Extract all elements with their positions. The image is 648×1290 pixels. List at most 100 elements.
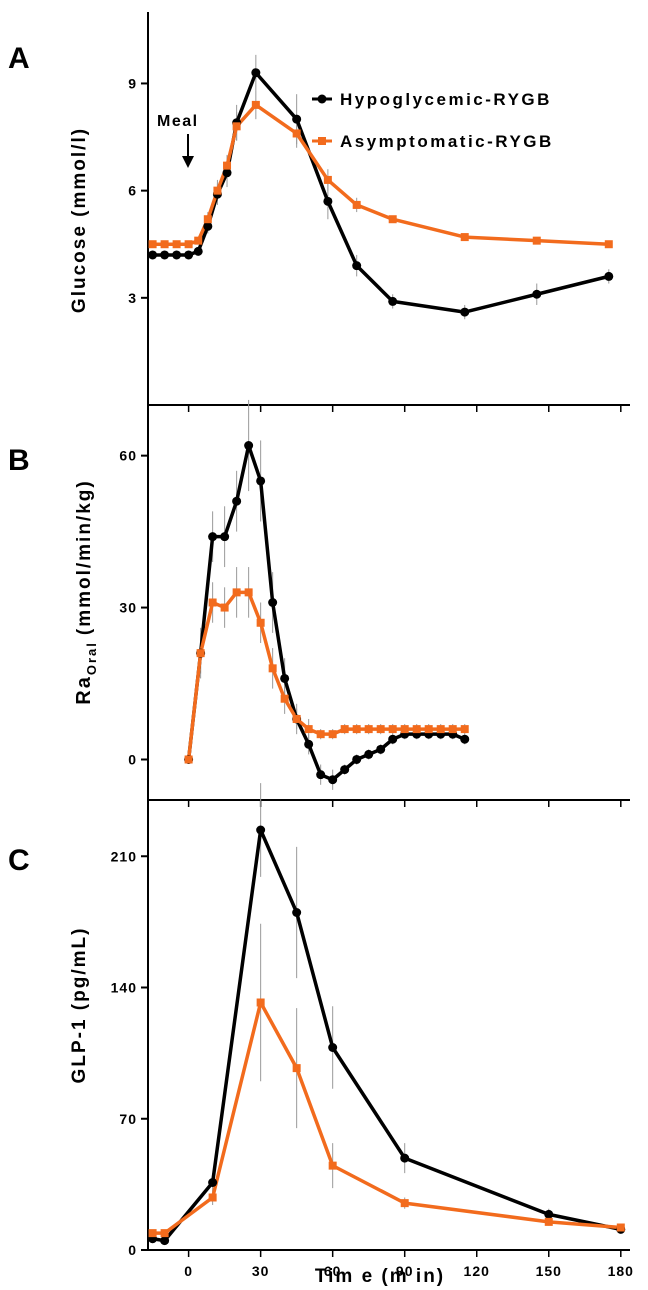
panel-c-glp1: C GLP-1 (pg/mL) 0 70 140 210 0 30 60 90 120 150 1… [8, 783, 634, 1279]
x-tick-label: 60 [324, 1263, 342, 1279]
data-point-asymptomatic [544, 1217, 553, 1226]
data-point-hypoglycemic [184, 250, 194, 260]
data-point-asymptomatic [292, 714, 301, 723]
legend-circle-marker-icon [317, 94, 327, 104]
data-point-hypoglycemic [364, 749, 374, 759]
data-point-asymptomatic [400, 725, 409, 734]
data-point-asymptomatic [256, 998, 265, 1007]
data-point-asymptomatic [460, 725, 469, 734]
data-point-hypoglycemic [604, 271, 614, 281]
data-point-asymptomatic [436, 725, 445, 734]
data-point-asymptomatic [196, 649, 205, 658]
data-point-asymptomatic [148, 240, 157, 249]
data-point-asymptomatic [244, 588, 253, 597]
legend-label-hypoglycemic: Hypoglycemic-RYGB [340, 90, 552, 109]
data-point-hypoglycemic [148, 250, 158, 260]
data-point-hypoglycemic [376, 744, 386, 754]
meal-annotation: Meal [157, 113, 199, 168]
markers-c [148, 825, 626, 1246]
data-point-asymptomatic [256, 618, 265, 627]
data-point-hypoglycemic [328, 1043, 338, 1052]
data-point-hypoglycemic [328, 775, 338, 785]
data-point-hypoglycemic [460, 307, 470, 317]
data-point-asymptomatic [364, 725, 373, 734]
data-point-asymptomatic [400, 1199, 409, 1208]
data-point-asymptomatic [352, 200, 361, 209]
data-point-hypoglycemic [251, 68, 261, 78]
x-tick-label: 90 [396, 1263, 414, 1279]
data-point-asymptomatic [160, 240, 169, 249]
y-axis-label-subscript: Oral [84, 641, 99, 675]
data-point-asymptomatic [184, 755, 193, 764]
data-point-asymptomatic [388, 725, 397, 734]
panel-letter-b: B [8, 444, 30, 477]
series-line-asymptomatic [152, 103, 609, 246]
data-point-hypoglycemic [352, 261, 362, 271]
data-point-hypoglycemic [222, 168, 232, 178]
legend-item-asymptomatic: Asymptomatic-RYGB [312, 132, 554, 151]
legend: Hypoglycemic-RYGB Asymptomatic-RYGB [312, 90, 554, 151]
data-point-asymptomatic [376, 725, 385, 734]
data-point-asymptomatic [328, 730, 337, 739]
data-point-asymptomatic [160, 1229, 169, 1238]
data-point-asymptomatic [424, 725, 433, 734]
data-point-hypoglycemic [388, 734, 398, 744]
data-point-asymptomatic [232, 588, 241, 597]
data-point-hypoglycemic [220, 532, 230, 542]
data-point-asymptomatic [220, 603, 229, 612]
y-tick-label: 60 [119, 448, 137, 464]
y-axis-label-glucose: Glucose (mmol/l) [69, 127, 90, 313]
data-point-asymptomatic [184, 240, 193, 249]
y-tick-label: 6 [128, 183, 137, 199]
data-point-hypoglycemic [280, 673, 290, 683]
data-point-asymptomatic [208, 598, 217, 607]
data-point-hypoglycemic [316, 770, 326, 780]
axes-c: 0 70 140 210 [111, 800, 630, 1258]
meal-label: Meal [157, 113, 199, 130]
data-point-hypoglycemic [532, 289, 542, 299]
y-tick-label: 3 [128, 290, 137, 306]
data-point-asymptomatic [604, 240, 613, 249]
data-point-asymptomatic [208, 1193, 217, 1202]
data-point-asymptomatic [448, 725, 457, 734]
data-point-hypoglycemic [160, 1236, 170, 1246]
panel-a-glucose: A Glucose (mmol/l) 3 6 9 [8, 12, 630, 412]
data-point-asymptomatic [213, 186, 222, 195]
data-point-hypoglycemic [304, 739, 314, 749]
data-point-asymptomatic [292, 1064, 301, 1073]
data-point-hypoglycemic [208, 1178, 218, 1187]
x-axis-label: Tim e (m in) [315, 1266, 445, 1287]
data-point-hypoglycemic [340, 765, 350, 775]
legend-label-asymptomatic: Asymptomatic-RYGB [340, 132, 554, 151]
y-tick-label: 140 [111, 980, 137, 996]
data-point-hypoglycemic [544, 1209, 554, 1219]
data-point-asymptomatic [268, 664, 277, 673]
y-axis-label-ra: Ra [73, 675, 95, 705]
y-axis-label-glp1: GLP-1 (pg/mL) [69, 927, 90, 1084]
data-point-hypoglycemic [160, 250, 170, 260]
data-point-hypoglycemic [292, 114, 302, 124]
series-line-hypoglycemic [152, 828, 622, 1243]
y-tick-label: 9 [128, 75, 137, 91]
data-point-asymptomatic [194, 236, 203, 245]
axes-a: 3 6 9 [128, 12, 630, 412]
data-point-asymptomatic [388, 215, 397, 224]
data-point-hypoglycemic [172, 250, 182, 260]
x-tick-label: 150 [536, 1263, 562, 1279]
panel-b-ra-oral: B RaOral (mmol/min/kg) 0 30 60 [8, 399, 630, 807]
data-point-asymptomatic [280, 694, 289, 703]
data-point-hypoglycemic [256, 476, 266, 486]
data-point-asymptomatic [223, 161, 232, 170]
data-point-asymptomatic [316, 730, 325, 739]
data-point-asymptomatic [412, 725, 421, 734]
data-point-asymptomatic [460, 233, 469, 242]
data-point-asymptomatic [340, 725, 349, 734]
data-point-asymptomatic [251, 100, 260, 109]
y-tick-label: 30 [119, 600, 137, 616]
data-point-asymptomatic [328, 1161, 337, 1170]
data-point-asymptomatic [352, 725, 361, 734]
data-point-asymptomatic [172, 240, 181, 249]
data-point-asymptomatic [232, 122, 241, 131]
data-point-hypoglycemic [256, 825, 266, 835]
x-tick-label: 180 [608, 1263, 634, 1279]
